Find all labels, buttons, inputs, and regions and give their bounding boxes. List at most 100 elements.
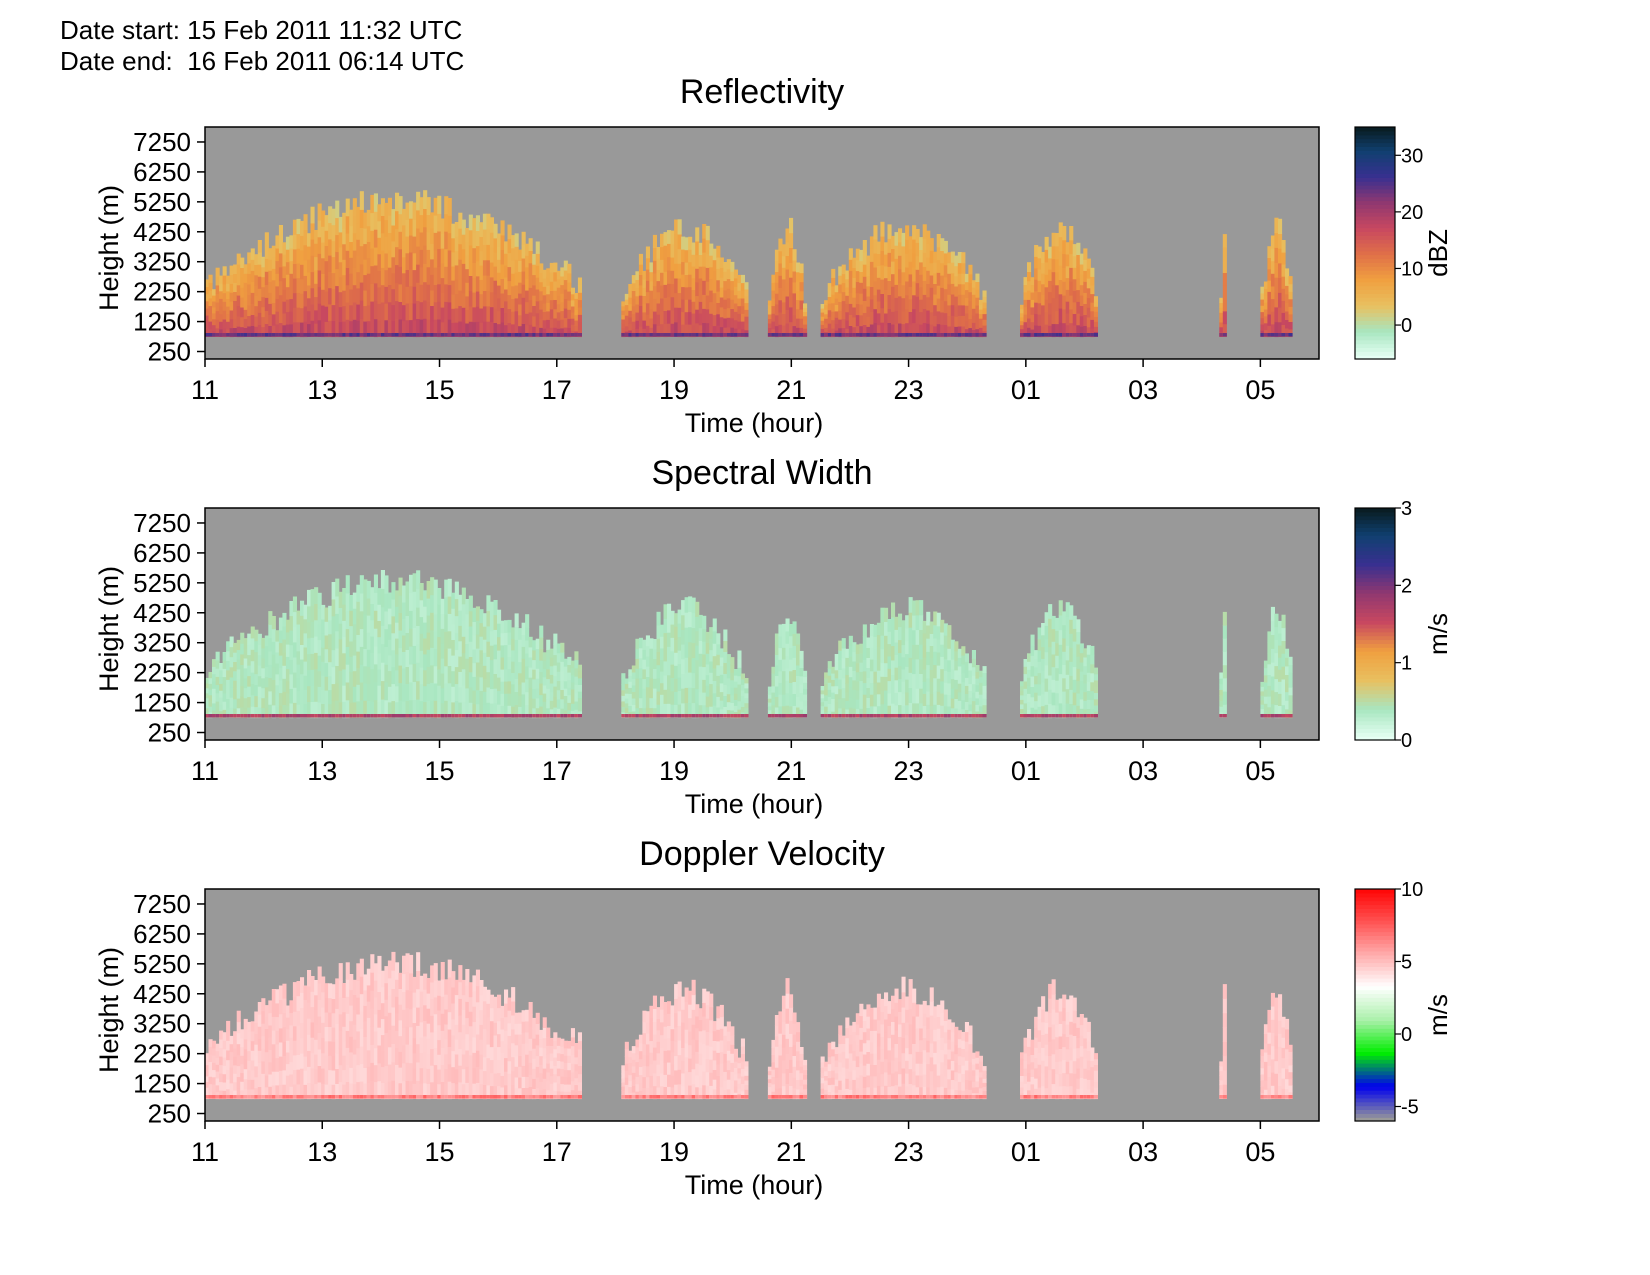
- echo-cell: [1020, 714, 1025, 718]
- echo-cell: [929, 333, 934, 337]
- echo-cell: [243, 687, 248, 699]
- echo-cell: [236, 1095, 241, 1099]
- echo-cell: [767, 327, 772, 333]
- echo-cell: [303, 1070, 308, 1085]
- echo-cell: [859, 333, 864, 337]
- echo-cell: [310, 701, 315, 719]
- echo-cell: [848, 303, 853, 315]
- echo-cell: [1030, 686, 1035, 698]
- echo-cell: [296, 664, 301, 678]
- echo-cell: [834, 298, 839, 305]
- echo-cell: [1072, 704, 1077, 718]
- echo-cell: [479, 636, 484, 651]
- echo-cell: [402, 635, 407, 652]
- echo-cell: [943, 694, 948, 707]
- echo-cell: [542, 693, 547, 702]
- echo-cell: [395, 714, 400, 718]
- echo-cell: [300, 1068, 305, 1084]
- echo-cell: [712, 692, 717, 706]
- echo-cell: [771, 328, 776, 337]
- echo-cell: [1034, 325, 1039, 337]
- echo-cell: [570, 312, 575, 319]
- echo-cell: [247, 262, 252, 274]
- echo-cell: [539, 706, 544, 719]
- echo-cell: [695, 333, 700, 337]
- echo-cell: [1219, 307, 1224, 313]
- echo-cell: [1281, 653, 1286, 667]
- echo-cell: [328, 1026, 333, 1042]
- echo-cell: [1030, 665, 1035, 677]
- echo-cell: [1041, 693, 1046, 707]
- echo-cell: [929, 262, 934, 276]
- echo-cell: [310, 637, 315, 654]
- echo-cell: [838, 688, 843, 699]
- echo-cell: [296, 1095, 301, 1099]
- echo-cell: [342, 636, 347, 654]
- echo-cell: [497, 609, 502, 624]
- echo-cell: [518, 650, 523, 663]
- echo-cell: [525, 333, 530, 337]
- echo-cell: [831, 333, 836, 337]
- echo-cell: [852, 651, 857, 662]
- echo-cell: [1076, 266, 1081, 279]
- echo-cell: [570, 287, 575, 295]
- echo-cell: [901, 693, 906, 706]
- echo-cell: [796, 327, 801, 338]
- echo-cell: [698, 254, 703, 267]
- echo-cell: [384, 303, 389, 321]
- echo-cell: [465, 643, 470, 659]
- echo-cell: [1093, 333, 1098, 337]
- echo-cell: [254, 695, 259, 708]
- echo-cell: [574, 298, 579, 305]
- echo-cell: [767, 705, 772, 711]
- echo-cell: [1023, 659, 1028, 667]
- colorbar-swatch: [1355, 685, 1395, 691]
- echo-cell: [433, 596, 438, 615]
- echo-cell: [289, 235, 294, 249]
- echo-cell: [1274, 652, 1279, 667]
- echo-cell: [215, 267, 220, 277]
- colorbar-tick-label: 0: [1401, 315, 1412, 337]
- echo-cell: [712, 248, 717, 261]
- echo-cell: [905, 333, 910, 337]
- echo-cell: [1069, 308, 1074, 324]
- echo-cell: [915, 644, 920, 660]
- echo-cell: [961, 690, 966, 701]
- echo-cell: [542, 278, 547, 287]
- echo-cell: [1020, 308, 1025, 314]
- echo-cell: [380, 970, 385, 988]
- echo-cell: [321, 1083, 326, 1100]
- echo-cell: [468, 214, 473, 231]
- echo-cell: [638, 326, 643, 337]
- echo-cell: [1027, 318, 1032, 328]
- echo-cell: [331, 272, 336, 290]
- echo-cell: [975, 305, 980, 314]
- x-tick-label: 15: [425, 756, 455, 786]
- echo-cell: [1079, 708, 1084, 719]
- echo-cell: [363, 579, 368, 598]
- echo-cell: [982, 666, 987, 673]
- echo-cell: [430, 714, 435, 718]
- echo-cell: [1278, 262, 1283, 279]
- echo-cell: [774, 707, 779, 718]
- echo-cell: [359, 682, 364, 701]
- echo-cell: [507, 322, 512, 338]
- echo-cell: [437, 685, 442, 702]
- y-tick-label: 7250: [133, 127, 191, 157]
- echo-cell: [767, 690, 772, 695]
- echo-cell: [303, 229, 308, 246]
- echo-cell: [539, 281, 544, 292]
- echo-cell: [387, 232, 392, 251]
- echo-cell: [356, 997, 361, 1015]
- echo-cell: [635, 303, 640, 313]
- echo-cell: [454, 236, 459, 252]
- echo-cell: [486, 305, 491, 322]
- echo-cell: [226, 1059, 231, 1070]
- echo-cell: [968, 683, 973, 691]
- echo-cell: [855, 303, 860, 316]
- echo-cell: [631, 714, 636, 718]
- echo-cell: [733, 669, 738, 676]
- echo-cell: [296, 704, 301, 719]
- echo-cell: [1055, 284, 1060, 299]
- echo-cell: [922, 308, 927, 323]
